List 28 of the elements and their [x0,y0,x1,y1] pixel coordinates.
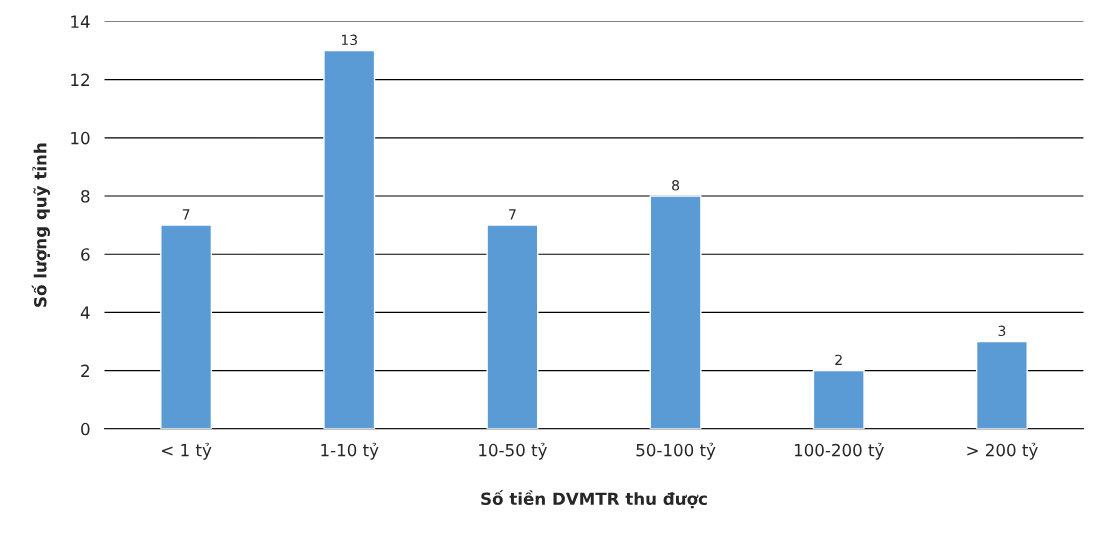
data-label: 2 [835,354,842,365]
y-tick-label: 10 [71,131,90,145]
bar [812,369,865,429]
y-tick-label: 8 [81,189,90,203]
x-tick-label: 50-100 tỷ [636,442,716,460]
bar [486,224,539,429]
x-tick-label: < 1 tỷ [162,442,212,460]
data-label: 3 [998,325,1006,337]
y-tick-label: 2 [81,364,89,377]
bar [160,224,213,429]
bar [975,340,1028,429]
x-tick-label: > 200 tỷ [967,442,1038,460]
y-axis-title: Số lượng quỹ tỉnh [31,143,50,307]
x-axis-title: Số tiền DVMTR thu được [481,490,707,509]
bar [323,49,376,429]
x-tick-label: 10-50 tỷ [479,442,547,460]
bar [649,195,702,429]
data-label: 8 [672,180,680,191]
y-tick-label: 6 [81,248,90,261]
y-tick-label: 4 [80,306,90,319]
data-label: 7 [509,209,516,220]
y-tick-label: 14 [71,15,90,28]
y-tick-label: 0 [81,422,90,436]
x-tick-label: 1-10 tỷ [321,442,379,460]
data-label: 7 [182,209,190,220]
y-tick-label: 12 [71,73,89,86]
x-tick-label: 100-200 tỷ [794,442,884,460]
data-label: 13 [341,34,357,46]
